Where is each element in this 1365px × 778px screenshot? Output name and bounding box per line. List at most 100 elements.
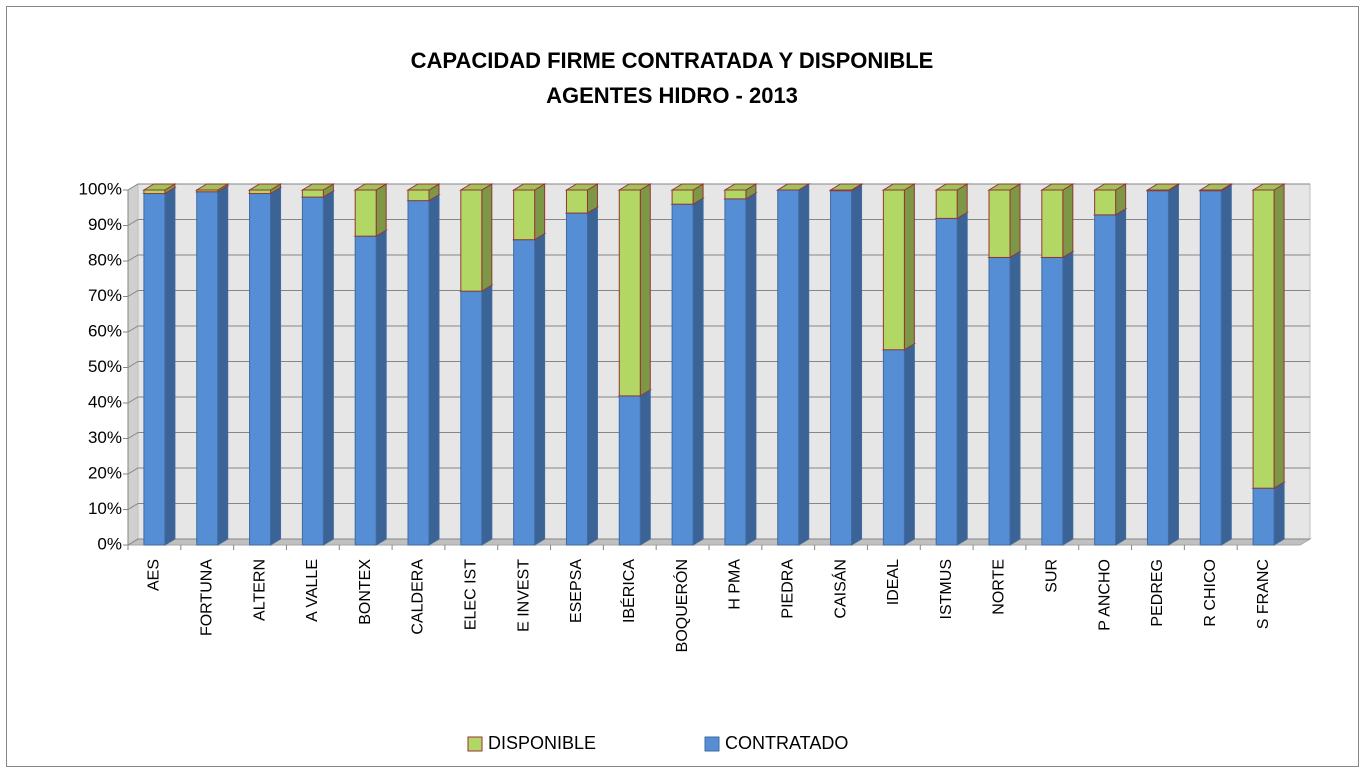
bar-side <box>692 197 704 546</box>
bar-side <box>1115 207 1127 546</box>
bar-side <box>903 342 915 546</box>
legend-label: CONTRATADO <box>725 733 848 753</box>
bar <box>777 189 800 546</box>
bar-side <box>534 232 546 546</box>
bar-side <box>745 191 757 546</box>
bar-side <box>481 183 493 293</box>
bar <box>301 196 324 546</box>
bar <box>1094 189 1117 216</box>
x-tick-label: CAISÁN <box>830 559 849 619</box>
grid-line <box>127 538 1310 546</box>
x-tick-label: P ANCHO <box>1096 559 1113 631</box>
x-tick-label: PIEDRA <box>779 559 796 619</box>
bar <box>1041 189 1064 258</box>
y-tick-label: 20% <box>88 463 122 482</box>
grid-line <box>127 183 1310 191</box>
x-tick-label: AES <box>146 559 163 591</box>
x-tick-label: IBÉRICA <box>619 559 638 623</box>
bar <box>407 189 430 202</box>
bar-side <box>1167 183 1179 546</box>
bar-side <box>428 193 440 546</box>
y-tick-label: 70% <box>88 286 122 305</box>
grid-line <box>127 432 1310 439</box>
bar <box>1094 214 1117 546</box>
bar-side <box>270 186 282 546</box>
bar <box>724 189 747 200</box>
bar-side <box>1009 183 1021 259</box>
bar <box>1146 189 1169 192</box>
bar <box>830 190 853 546</box>
legend-swatch <box>704 736 720 752</box>
y-tick-label: 90% <box>88 215 122 234</box>
y-tick-label: 10% <box>88 499 122 518</box>
bar-side <box>322 190 334 546</box>
bar <box>618 189 641 397</box>
bar <box>354 235 377 546</box>
x-tick-label: ESEPSA <box>568 559 585 623</box>
bar <box>513 189 536 241</box>
bar-side <box>534 183 546 241</box>
bar <box>196 189 219 193</box>
legend-label: DISPONIBLE <box>488 733 596 753</box>
bar-side <box>1009 250 1021 546</box>
y-tick-label: 50% <box>88 357 122 376</box>
bar <box>882 349 905 546</box>
bar-side <box>798 183 810 546</box>
bar-side <box>1273 481 1285 546</box>
bar <box>249 193 272 546</box>
x-tick-label: ELEC IST <box>463 559 480 630</box>
grid-line <box>127 254 1310 262</box>
bar <box>565 212 588 546</box>
bar-side <box>164 186 176 546</box>
bar <box>1041 256 1064 546</box>
y-tick-label: 30% <box>88 428 122 447</box>
grid-line <box>127 396 1310 404</box>
x-tick-label: ALTERN <box>251 559 268 621</box>
bar-side <box>851 183 863 546</box>
bar <box>1146 190 1169 546</box>
x-tick-label: BONTEX <box>357 559 374 625</box>
bar <box>301 189 324 198</box>
legend-swatch <box>467 736 483 752</box>
y-tick-label: 60% <box>88 321 122 340</box>
bar-side <box>639 183 651 397</box>
bar <box>196 191 219 546</box>
bar <box>143 189 166 195</box>
bar <box>1252 189 1275 489</box>
y-tick-label: 0% <box>97 534 122 553</box>
bar <box>143 193 166 546</box>
x-tick-label: IDEAL <box>885 559 902 605</box>
x-tick-label: CALDERA <box>410 559 427 635</box>
bar <box>935 189 958 219</box>
grid-line <box>127 503 1310 510</box>
bar <box>1252 487 1275 546</box>
bar <box>618 395 641 546</box>
bar-side <box>217 184 229 546</box>
bar <box>988 256 1011 546</box>
bar <box>565 189 588 214</box>
x-tick-label: A VALLE <box>304 559 321 622</box>
x-tick-label: PEDREG <box>1149 559 1166 627</box>
x-tick-label: E INVEST <box>515 559 532 632</box>
x-tick-label: FORTUNA <box>198 559 215 636</box>
bar-side <box>956 211 968 546</box>
bar-top <box>775 183 811 191</box>
grid-line <box>127 290 1310 297</box>
bar-side <box>481 284 493 546</box>
bar-side <box>903 183 915 351</box>
chart-subtitle: AGENTES HIDRO - 2013 <box>546 83 798 108</box>
bar <box>1199 190 1222 546</box>
x-tick-label: NORTE <box>991 559 1008 615</box>
bar <box>671 203 694 546</box>
bar <box>460 290 483 546</box>
bar <box>882 189 905 351</box>
bar <box>1199 189 1222 192</box>
grid-line <box>127 219 1310 226</box>
grid-line <box>127 325 1310 333</box>
bar <box>671 189 694 205</box>
bar <box>724 198 747 546</box>
bar <box>249 189 272 195</box>
grid-line <box>127 467 1310 475</box>
y-tick-label: 100% <box>79 179 122 198</box>
y-tick-label: 80% <box>88 250 122 269</box>
